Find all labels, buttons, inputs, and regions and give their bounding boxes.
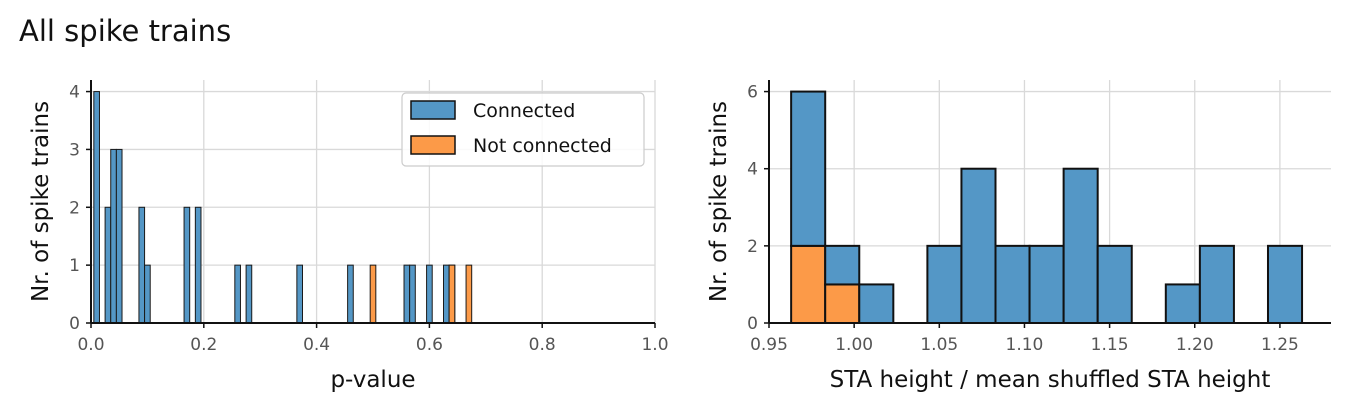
histogram-bar	[296, 264, 303, 324]
histogram-bar	[115, 148, 123, 324]
histogram-bar	[1266, 244, 1304, 325]
y-tick-label: 4	[69, 83, 80, 103]
histogram-bar	[144, 264, 151, 324]
histogram-bar	[369, 264, 377, 324]
histogram-bar	[183, 206, 191, 324]
histogram-bar	[347, 264, 354, 324]
x-tick-label: 1.10	[1006, 335, 1044, 355]
legend-label: Connected	[473, 100, 575, 122]
y-axis-label: Nr. of spike trains	[706, 101, 732, 302]
x-tick-label: 0.4	[303, 335, 330, 355]
legend: Connected Not connected	[401, 92, 645, 167]
histogram-bar	[1164, 283, 1201, 324]
legend-swatch	[410, 135, 456, 155]
histogram-bar	[994, 244, 1031, 325]
histogram-bar	[426, 264, 433, 324]
legend-swatch	[410, 100, 456, 120]
histogram-bar	[960, 167, 997, 324]
pvalue-histogram: 0.0 0.2 0.4 0.6 0.8 1.0 0 1 2 3 4 p-value Nr. of spi…	[28, 80, 669, 393]
histogram-bar	[1198, 244, 1235, 325]
y-tick-label: 0	[69, 314, 80, 334]
x-tick-label: 0.2	[190, 335, 217, 355]
y-tick-label: 1	[69, 256, 80, 276]
histogram-bar	[858, 283, 895, 324]
figure-title: All spike trains	[19, 14, 232, 48]
histogram-bar	[824, 283, 861, 324]
sta-ratio-histogram: 0.95 1.00 1.05 1.10 1.15 1.20 1.25 0 2 4 6 STA heig…	[706, 80, 1331, 393]
y-axis-label: Nr. of spike trains	[28, 101, 54, 302]
histogram-bar	[824, 244, 861, 286]
histogram-bar	[194, 206, 202, 324]
histogram-bar	[234, 264, 241, 324]
x-tick-label: 1.20	[1176, 335, 1214, 355]
x-tick-label: 1.15	[1091, 335, 1129, 355]
legend-label: Not connected	[473, 135, 612, 157]
y-tick-label: 2	[69, 198, 80, 218]
x-tick-label: 1.0	[641, 335, 668, 355]
x-tick-label: 1.05	[920, 335, 958, 355]
histogram-bar	[245, 264, 253, 324]
legend-box	[401, 92, 645, 167]
histogram-bar	[138, 206, 146, 324]
x-axis-label: p-value	[330, 367, 415, 393]
histogram-bar	[443, 264, 450, 324]
histogram-bar	[1062, 167, 1099, 324]
x-tick-label: 1.25	[1261, 335, 1299, 355]
x-axis-label: STA height / mean shuffled STA height	[830, 367, 1271, 393]
x-tick-label: 0.95	[750, 335, 788, 355]
histogram-bar	[448, 264, 456, 324]
y-tick-label: 6	[747, 83, 758, 103]
histogram-bar	[1096, 244, 1133, 325]
histogram-bar	[409, 264, 416, 324]
histogram-bar	[790, 244, 827, 325]
x-tick-label: 0.8	[529, 335, 556, 355]
histogram-bar	[110, 148, 117, 324]
y-tick-label: 2	[747, 237, 758, 257]
y-tick-label: 0	[747, 314, 758, 334]
histogram-bar	[465, 264, 473, 324]
y-tick-label: 3	[69, 140, 80, 160]
x-tick-label: 1.00	[835, 335, 873, 355]
x-tick-label: 0.0	[77, 335, 104, 355]
histogram-bar	[403, 264, 411, 324]
x-tick-label: 0.6	[416, 335, 443, 355]
histogram-bar	[790, 90, 827, 247]
y-tick-label: 4	[747, 160, 758, 180]
histogram-bar	[93, 91, 100, 324]
histogram-bar	[104, 206, 112, 324]
histogram-bar	[1028, 244, 1065, 325]
histogram-bar	[926, 244, 963, 325]
